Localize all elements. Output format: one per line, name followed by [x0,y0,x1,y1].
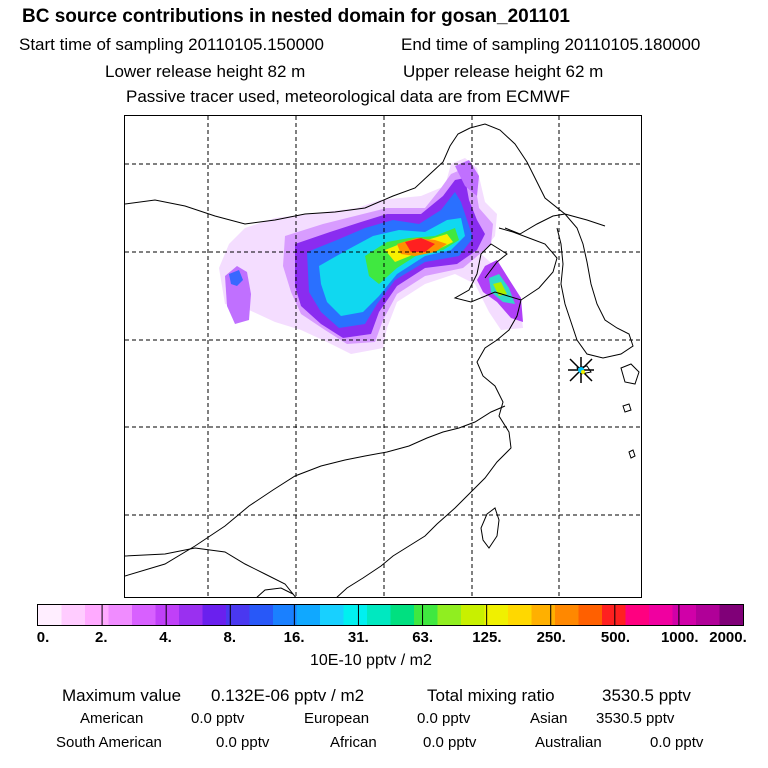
colorbar-tick-label: 31. [347,629,369,646]
region-name: South American [56,734,162,751]
colorbar-swatch [108,605,133,625]
colorbar-swatch [508,605,532,625]
sampling-start-time: Start time of sampling 20110105.150000 [19,35,324,54]
map-title: BC source contributions in nested domain… [22,6,570,27]
region-value: 0.0 pptv [650,734,704,751]
colorbar-swatch [226,605,250,625]
japan-kyushu [620,363,640,385]
colorbar-tick-label: 16. [283,629,305,646]
max-value-label: Maximum value [62,686,182,705]
total-mixing-value: 3530.5 pptv [602,686,691,705]
map-canvas [125,116,641,597]
colorbar-swatch [555,605,579,625]
colorbar-swatch [484,605,509,625]
japan-islands [622,403,636,459]
plume-shandong-core [493,282,507,296]
sampling-end-time: End time of sampling 20110105.180000 [401,35,701,54]
plume-west-inner [229,270,243,286]
east-china-coast [336,299,522,597]
colorbar-tick-label: 250. [536,629,566,646]
region-value: 0.0 pptv [216,734,270,751]
taiwan-island [480,507,500,549]
concentration-plume [219,158,523,354]
colorbar-swatch [602,605,626,625]
map-panel [124,115,642,598]
colorbar-swatch [85,605,109,625]
colorbar-swatch [273,605,297,625]
colorbar-swatch [414,605,438,625]
plume-core [405,238,435,252]
colorbar-swatch [179,605,203,625]
colorbar-tick-label: 2. [95,629,108,646]
tracer-note: Passive tracer used, meteorological data… [126,87,571,106]
plume-east-tongue [455,160,479,196]
colorbar-swatch [202,605,227,625]
colorbar-swatch [437,605,462,625]
colorbar-swatch [249,605,274,625]
region-value: 0.0 pptv [417,710,471,727]
upper-release-height: Upper release height 62 m [403,62,604,81]
region-name: European [304,710,370,727]
coastlines-borders [125,123,640,597]
inland-border [125,547,297,597]
total-mixing-label: Total mixing ratio [427,686,555,705]
colorbar-tick-label: 1000. [660,629,699,646]
colorbar-tick-label: 63. [412,629,434,646]
region-name: Australian [535,734,602,751]
colorbar-unit: 10E-10 pptv / m2 [310,652,432,669]
korean-peninsula [556,213,634,359]
korea-border [504,213,566,235]
region-value: 0.0 pptv [423,734,477,751]
colorbar-tick-label: 8. [223,629,237,646]
colorbar-tick-label: 125. [472,629,502,646]
lower-release-height: Lower release height 82 m [105,62,306,81]
colorbar-swatch [578,605,603,625]
colorbar-swatch [38,605,62,625]
hainan-coast [256,587,294,597]
colorbar-swatch [155,605,180,625]
colorbar-swatch [61,605,86,625]
colorbar-swatch [320,605,344,625]
colorbar-swatch [132,605,156,625]
colorbar-swatch [343,605,368,625]
colorbar-swatch [696,605,720,625]
colorbar-swatch [296,605,321,625]
colorbar-swatch [649,605,673,625]
bohai-coast [453,227,558,303]
colorbar-swatch [390,605,415,625]
colorbar-tick-label: 2000. [709,629,747,646]
colorbar-tick-label: 4. [159,629,172,646]
colorbar-swatch [461,605,485,625]
region-name: African [330,734,377,751]
max-value: 0.132E-06 pptv / m2 [211,686,365,705]
region-name: Asian [530,710,568,727]
colorbar [37,604,744,626]
region-value: 0.0 pptv [191,710,245,727]
map-gridlines [125,116,641,597]
colorbar-swatch [531,605,556,625]
colorbar-swatch [672,605,697,625]
colorbar-swatch [367,605,391,625]
colorbar-tick-label: 0. [36,629,50,646]
colorbar-swatch [625,605,650,625]
region-value: 3530.5 pptv [596,710,675,727]
colorbar-swatch [719,605,743,625]
colorbar-swatches [38,605,743,625]
receptor-site-marker [568,357,594,383]
mongolia-border [125,127,471,225]
northeast-border [469,123,606,227]
region-name: American [80,710,144,727]
colorbar-tick-label: 500. [600,629,631,646]
